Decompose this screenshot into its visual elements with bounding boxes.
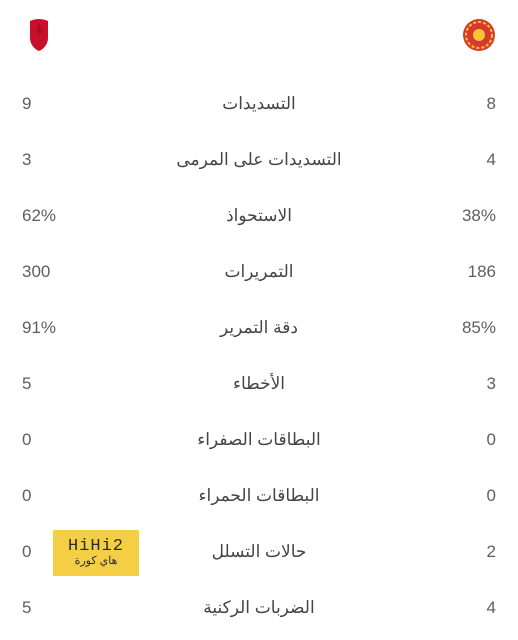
- away-team-logo: [22, 18, 56, 52]
- stat-value-away: 62%: [22, 206, 92, 226]
- stat-value-home: 8: [426, 94, 496, 114]
- stat-value-home: 85%: [426, 318, 496, 338]
- stat-label: التسديدات على المرمى: [92, 150, 426, 170]
- stat-label: حالات التسلل: [92, 542, 426, 562]
- watermark-badge: HiHi2 هاي كورة: [53, 530, 139, 576]
- stat-row: 4الضربات الركنية5: [22, 580, 496, 636]
- stat-row: 186التمريرات300: [22, 244, 496, 300]
- stat-label: الاستحواذ: [92, 206, 426, 226]
- stat-value-home: 3: [426, 374, 496, 394]
- stat-label: البطاقات الحمراء: [92, 486, 426, 506]
- stat-value-away: 300: [22, 262, 92, 282]
- stat-value-home: 4: [426, 150, 496, 170]
- stat-value-home: 38%: [426, 206, 496, 226]
- stat-label: التسديدات: [92, 94, 426, 114]
- stat-value-home: 0: [426, 430, 496, 450]
- stat-row: 0البطاقات الحمراء0: [22, 468, 496, 524]
- stat-value-away: 5: [22, 374, 92, 394]
- stat-value-home: 4: [426, 598, 496, 618]
- stat-value-away: 9: [22, 94, 92, 114]
- stat-value-home: 186: [426, 262, 496, 282]
- stat-row: 4التسديدات على المرمى3: [22, 132, 496, 188]
- stat-row: 85%دقة التمرير91%: [22, 300, 496, 356]
- stat-label: الضربات الركنية: [92, 598, 426, 618]
- teams-header: [22, 12, 496, 58]
- watermark-line2: هاي كورة: [75, 556, 118, 568]
- stat-value-home: 0: [426, 486, 496, 506]
- stat-row: 3الأخطاء5: [22, 356, 496, 412]
- stat-row: 0البطاقات الصفراء0: [22, 412, 496, 468]
- stat-label: التمريرات: [92, 262, 426, 282]
- home-team-logo: [462, 18, 496, 52]
- stat-value-away: 91%: [22, 318, 92, 338]
- stat-value-away: 3: [22, 150, 92, 170]
- watermark-line1: HiHi2: [68, 538, 124, 556]
- stat-row: 8التسديدات9: [22, 76, 496, 132]
- stat-value-away: 0: [22, 430, 92, 450]
- stat-value-away: 5: [22, 598, 92, 618]
- stat-value-away: 0: [22, 486, 92, 506]
- stat-label: البطاقات الصفراء: [92, 430, 426, 450]
- stat-row: 38%الاستحواذ62%: [22, 188, 496, 244]
- stat-value-home: 2: [426, 542, 496, 562]
- stat-label: الأخطاء: [92, 374, 426, 394]
- stat-label: دقة التمرير: [92, 318, 426, 338]
